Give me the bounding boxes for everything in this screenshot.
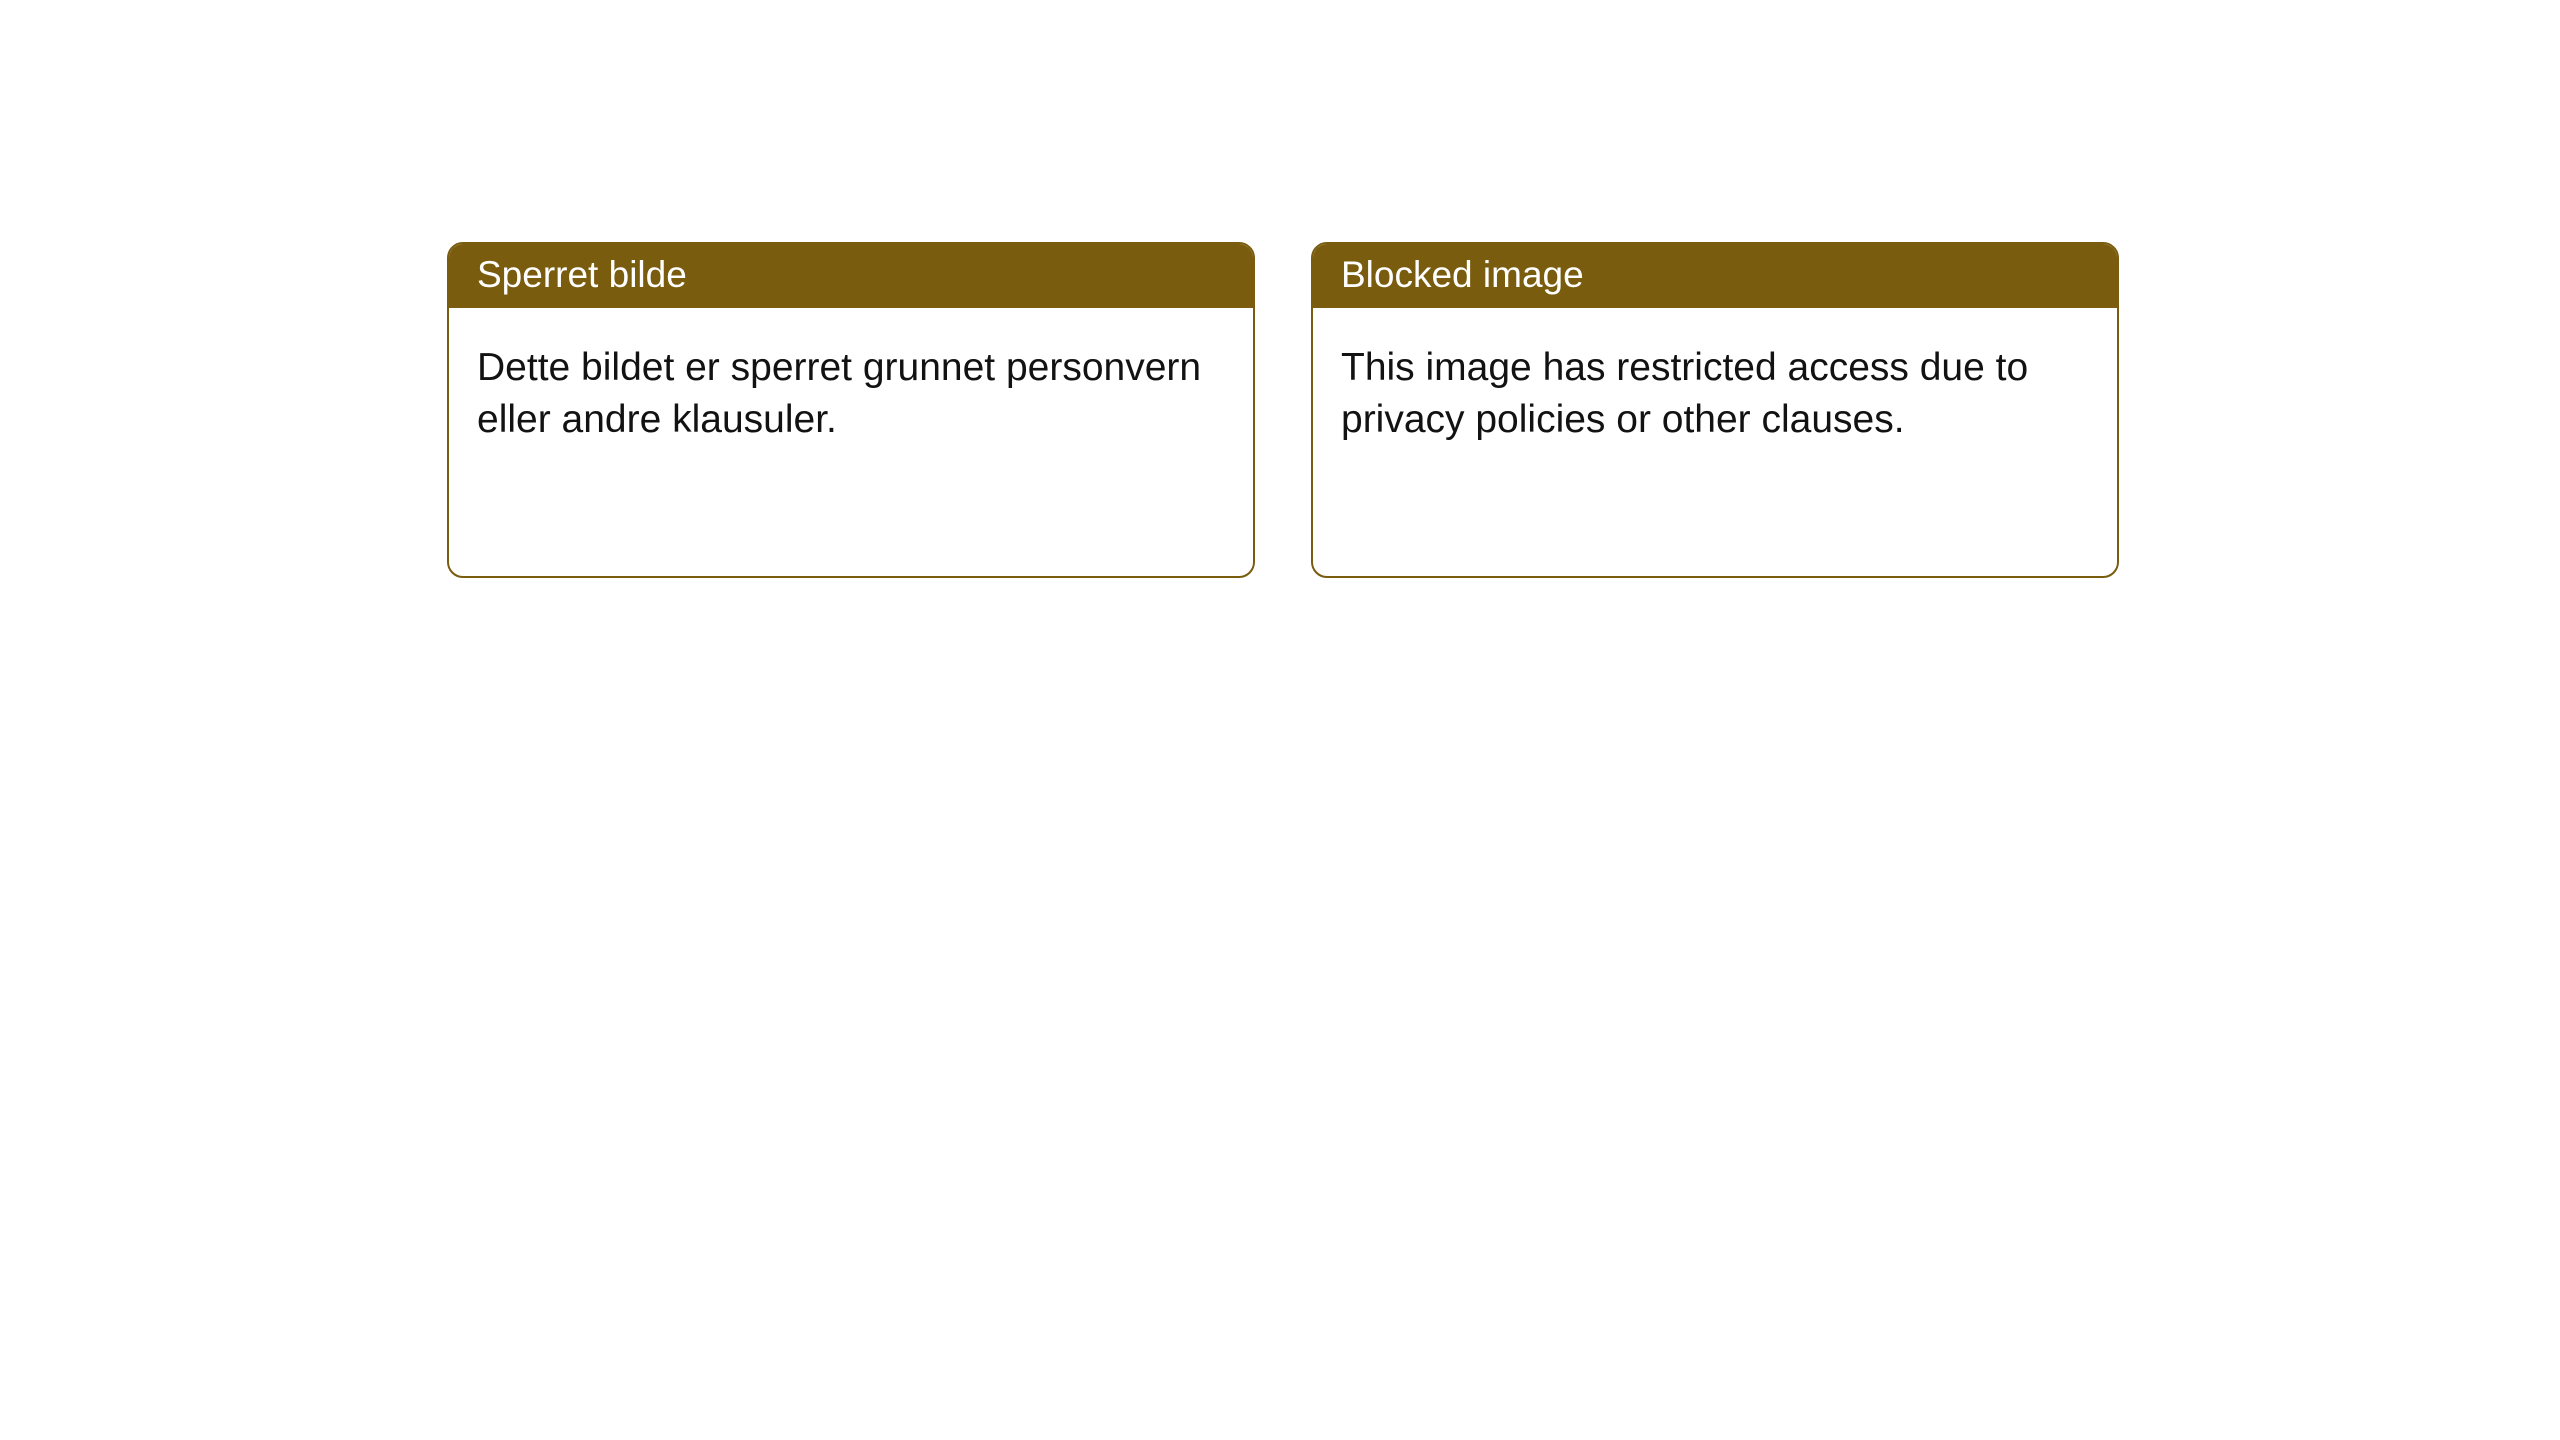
notice-card-english: Blocked image This image has restricted … <box>1311 242 2119 578</box>
notice-header: Blocked image <box>1313 244 2117 308</box>
notice-body: Dette bildet er sperret grunnet personve… <box>449 308 1253 480</box>
notice-header: Sperret bilde <box>449 244 1253 308</box>
notice-container: Sperret bilde Dette bildet er sperret gr… <box>0 0 2560 578</box>
notice-card-norwegian: Sperret bilde Dette bildet er sperret gr… <box>447 242 1255 578</box>
notice-body: This image has restricted access due to … <box>1313 308 2117 480</box>
